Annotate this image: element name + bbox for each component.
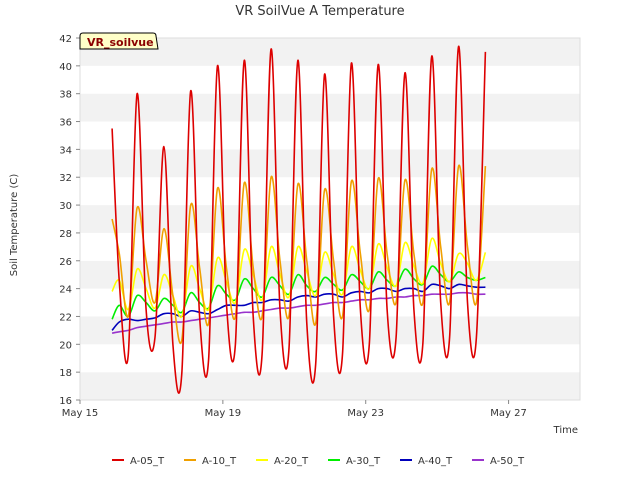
y-tick-label: 16 (59, 396, 72, 407)
grid-band (80, 121, 580, 150)
x-axis: May 15 May 19 May 23 May 27 (62, 400, 527, 419)
series-line-a-50-t (111, 291, 486, 334)
station-label: VR_soilvue (87, 36, 154, 49)
legend: A-05_T A-10_T A-20_T A-30_T A-40_T A-50_T (112, 456, 525, 467)
y-tick-label: 32 (59, 173, 72, 184)
grid-band (80, 149, 580, 178)
grid-band (80, 344, 580, 373)
x-tick-label: May 23 (347, 408, 384, 419)
legend-label: A-40_T (418, 456, 453, 467)
legend-label: A-10_T (202, 456, 237, 467)
y-tick-label: 22 (59, 312, 72, 323)
plot-area (79, 37, 581, 401)
y-tick-label: 26 (59, 257, 72, 268)
grid-band (80, 372, 580, 400)
legend-label: A-50_T (490, 456, 525, 467)
legend-label: A-20_T (274, 456, 309, 467)
grid-band (80, 38, 580, 66)
y-tick-label: 36 (59, 118, 72, 129)
x-tick-label: May 15 (62, 408, 99, 419)
y-tick-label: 42 (59, 34, 72, 45)
y-axis-label: Soil Temperature (C) (9, 174, 20, 277)
series-line-a-40-t (111, 283, 486, 331)
y-axis: 16 18 20 22 24 26 28 30 32 34 36 38 40 42 (59, 34, 80, 407)
x-tick-label: May 19 (205, 408, 242, 419)
y-tick-label: 40 (59, 62, 72, 73)
y-tick-label: 28 (59, 229, 72, 240)
y-tick-label: 20 (59, 340, 72, 351)
y-tick-label: 24 (59, 285, 72, 296)
grid-band (80, 93, 580, 122)
y-tick-label: 38 (59, 90, 72, 101)
y-tick-label: 18 (59, 368, 72, 379)
x-axis-label: Time (553, 425, 578, 436)
legend-label: A-05_T (130, 456, 165, 467)
x-tick-label: May 27 (490, 408, 527, 419)
grid-band (80, 316, 580, 345)
series-line-a-05-t (111, 45, 487, 394)
y-tick-label: 30 (59, 201, 72, 212)
chart-title: VR SoilVue A Temperature (235, 4, 404, 19)
y-tick-label: 34 (59, 145, 72, 156)
series-lines (111, 45, 487, 394)
station-label-box: VR_soilvue (79, 32, 159, 50)
series-line-a-30-t (111, 265, 486, 320)
legend-label: A-30_T (346, 456, 381, 467)
grid-band (80, 65, 580, 94)
